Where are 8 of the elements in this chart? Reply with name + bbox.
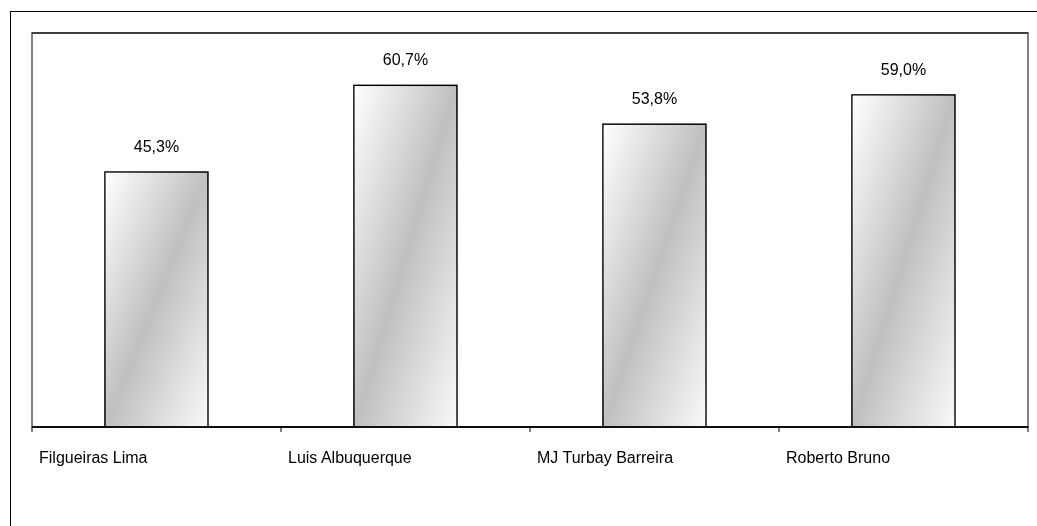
data-label: 60,7% [382, 51, 429, 69]
data-label: 59,0% [880, 60, 927, 78]
x-tick-label: Roberto Bruno [786, 449, 891, 466]
data-label: 53,8% [631, 90, 678, 108]
x-tick-label: MJ Turbay Barreira [537, 449, 674, 466]
x-tick-label: Filgueiras Lima [39, 449, 148, 466]
data-label: 45,3% [133, 138, 180, 156]
x-tick-label: Luis Albuquerque [288, 449, 412, 466]
